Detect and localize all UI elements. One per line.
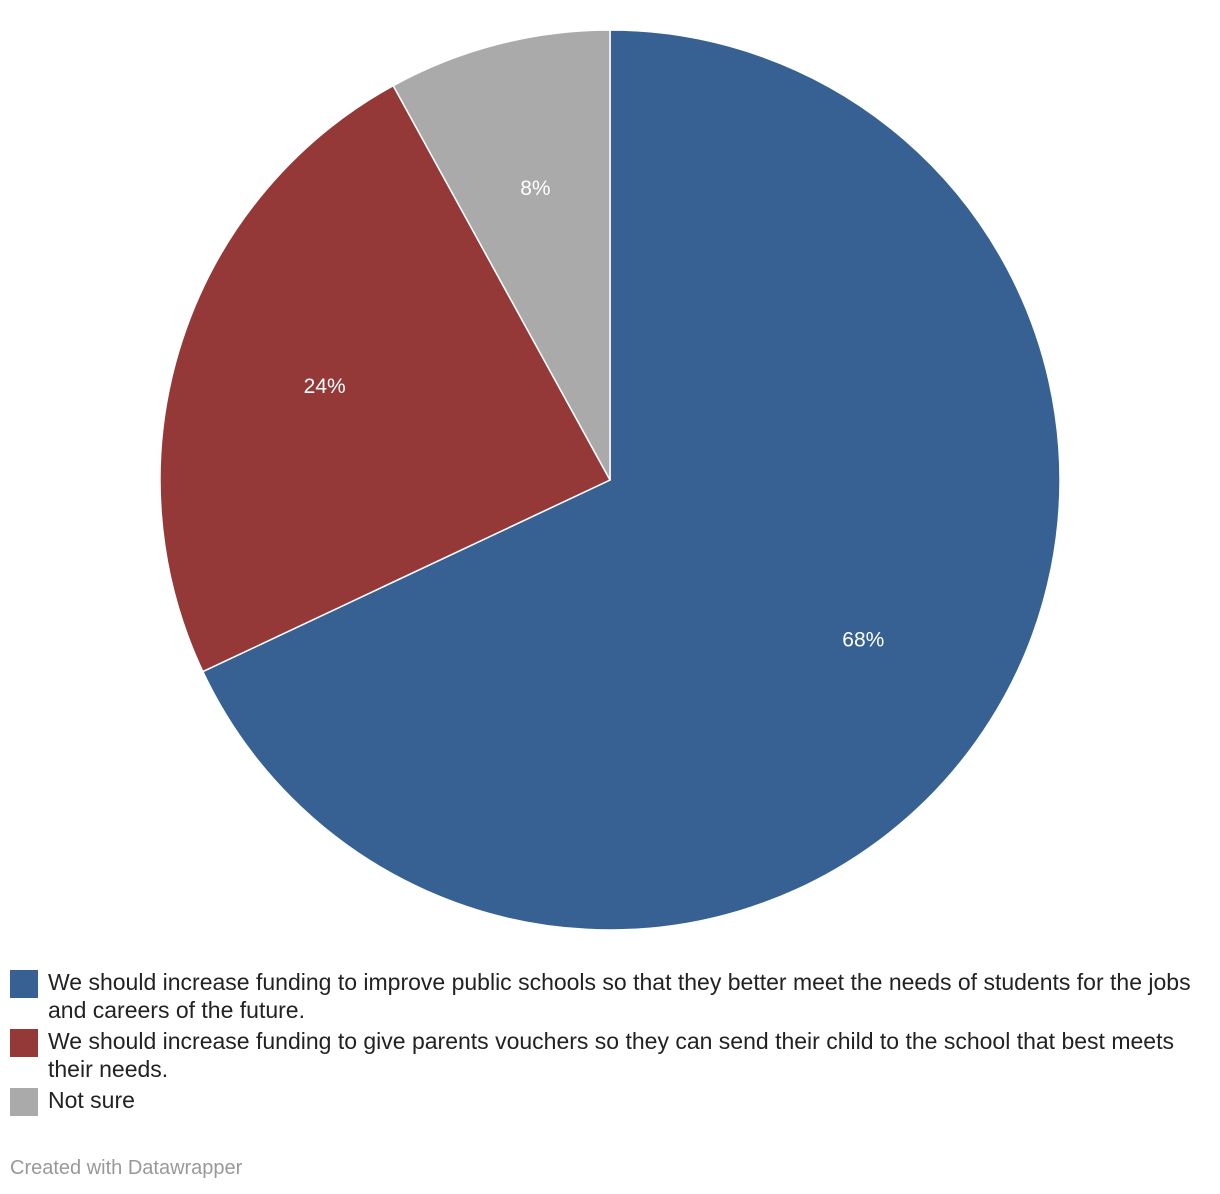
legend-swatch-public-schools: [10, 970, 38, 998]
credit-text: Created with Datawrapper: [10, 1157, 243, 1179]
legend: We should increase funding to improve pu…: [10, 968, 1210, 1119]
pie-label-not-sure: 8%: [520, 177, 550, 200]
legend-item-not-sure: Not sure: [10, 1086, 1210, 1116]
legend-swatch-vouchers: [10, 1029, 38, 1057]
legend-item-public-schools: We should increase funding to improve pu…: [10, 968, 1210, 1024]
pie-chart: 68% 24% 8%: [159, 29, 1061, 931]
legend-label-vouchers: We should increase funding to give paren…: [48, 1028, 1174, 1082]
pie-slice-not-sure: [392, 29, 611, 481]
legend-item-vouchers: We should increase funding to give paren…: [10, 1027, 1210, 1083]
legend-label-not-sure: Not sure: [48, 1087, 135, 1113]
pie-slices: [159, 29, 1061, 931]
pie-label-vouchers: 24%: [304, 375, 346, 398]
pie-slice-vouchers: [159, 84, 612, 673]
pie-slice-public-schools: [201, 29, 1061, 931]
legend-label-public-schools: We should increase funding to improve pu…: [48, 969, 1191, 1023]
legend-swatch-not-sure: [10, 1088, 38, 1116]
pie-labels: 68% 24% 8%: [304, 177, 885, 651]
pie-label-public-schools: 68%: [842, 628, 884, 651]
